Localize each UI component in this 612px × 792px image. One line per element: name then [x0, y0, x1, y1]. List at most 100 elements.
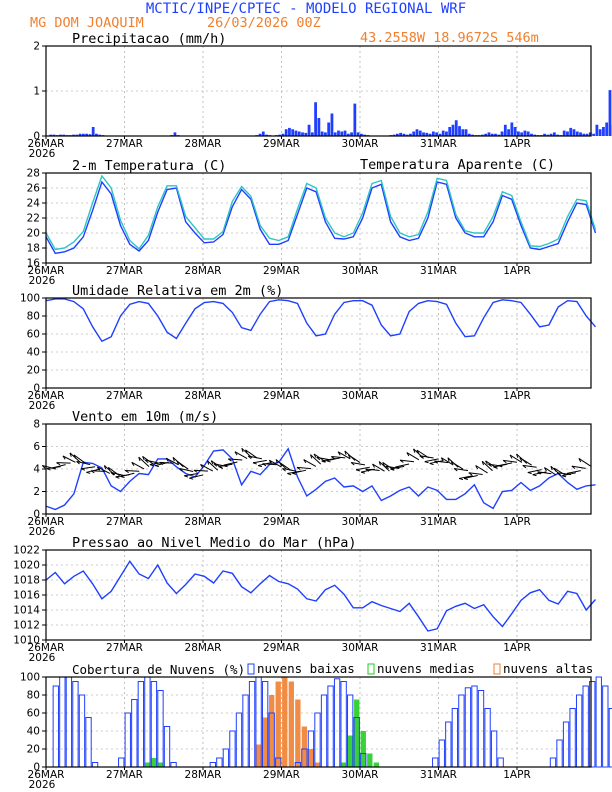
wind-arrow-head	[107, 467, 111, 472]
precip-bar	[517, 131, 520, 136]
wind-arrow-head	[282, 468, 286, 472]
precip-bar	[458, 126, 461, 136]
cloud-bar-nuvens-baixas	[438, 739, 445, 768]
series-line-2	[45, 174, 597, 251]
wind-arrow	[56, 462, 71, 464]
wind-arrow	[138, 456, 150, 467]
cloud-bar-nuvens-baixas	[445, 721, 452, 768]
x-tick-label: 1APR	[503, 138, 531, 150]
cloud-bar-nuvens-medias	[360, 731, 366, 767]
panel-frame	[45, 297, 592, 389]
wind-arrow	[125, 469, 140, 472]
wind-arrow-head	[200, 464, 204, 469]
precip-bar	[510, 122, 514, 136]
precip-bar	[585, 133, 589, 136]
cloud-bar-nuvens-baixas	[124, 712, 131, 768]
cloud-bar-nuvens-baixas	[144, 676, 151, 768]
cloud-bar-nuvens-altas	[288, 681, 294, 767]
precip-bar	[556, 134, 560, 136]
wind-arrow	[234, 451, 248, 459]
wind-arrow-head	[485, 460, 488, 465]
precip-bar	[471, 134, 474, 136]
y-tick-label: 0	[33, 762, 40, 774]
precip-bar	[464, 129, 468, 136]
wind-arrow	[200, 463, 214, 472]
cloud-bar-nuvens-baixas	[497, 757, 504, 768]
x-tick-label: 31MAR	[420, 642, 457, 654]
wind-arrow-head	[416, 449, 420, 454]
wind-arrow-head	[228, 458, 232, 462]
y-tick-label: 22	[27, 213, 40, 225]
x-tick-label: 29MAR	[263, 265, 300, 277]
panel-title: Cobertura de Nuvens (%)	[72, 662, 245, 677]
precip-bar	[317, 118, 321, 136]
precip-bar	[395, 133, 399, 136]
cloud-bar-nuvens-baixas	[432, 757, 439, 768]
precip-bar	[85, 133, 89, 136]
precip-bar	[320, 131, 324, 136]
precip-bar	[330, 113, 334, 136]
precip-bar	[566, 131, 569, 136]
precip-bar	[412, 131, 416, 136]
wind-arrow-head	[447, 457, 450, 462]
y-tick-label: 4	[33, 464, 40, 476]
wind-arrow	[159, 461, 174, 464]
wind-arrow-head	[463, 477, 469, 481]
x-tick-label: 28MAR	[185, 516, 222, 528]
precip-bar	[494, 133, 497, 136]
cloud-bar-nuvens-baixas	[85, 717, 92, 768]
wind-arrow	[326, 457, 341, 462]
precip-bar	[278, 134, 282, 136]
wind-arrow-head	[81, 468, 86, 471]
precip-bar	[451, 124, 455, 136]
wind-arrow-head	[56, 462, 61, 466]
precip-bar	[91, 127, 95, 136]
y-tick-label: 100	[20, 672, 40, 684]
precip-bar	[304, 132, 308, 136]
wind-arrow-head	[172, 457, 175, 462]
cloud-bar-nuvens-altas	[255, 744, 262, 767]
wind-arrow-head	[365, 468, 370, 472]
wind-arrow-head	[96, 466, 101, 471]
wind-arrow-head	[90, 470, 95, 474]
cloud-bar-nuvens-medias	[373, 762, 380, 767]
precip-bar	[340, 131, 344, 136]
wind-arrow	[434, 460, 449, 464]
y-tick-label: 1022	[13, 545, 40, 557]
cloud-bar-nuvens-baixas	[248, 681, 256, 768]
precip-bar	[327, 122, 331, 136]
x-tick-label: 26MAR	[28, 265, 65, 277]
precip-bar	[520, 132, 524, 136]
precip-bar	[546, 134, 550, 136]
precip-bar	[405, 134, 409, 136]
wind-arrow-head	[142, 456, 145, 461]
precip-bar	[88, 134, 92, 136]
precip-bar	[461, 129, 465, 136]
wind-arrow-head	[41, 465, 46, 469]
station-location: 43.2558W 18.9672S 546m	[360, 30, 539, 46]
cloud-bar-nuvens-baixas	[602, 685, 609, 768]
x-tick-label: 28MAR	[185, 138, 222, 150]
wind-arrow-head	[553, 467, 557, 472]
precip-bar	[75, 134, 79, 136]
y-tick-label: 40	[27, 726, 40, 738]
wind-arrow	[450, 461, 464, 470]
y-tick-label: 18	[27, 243, 40, 255]
precip-bar	[608, 90, 612, 136]
series-line-1	[45, 447, 596, 511]
wind-arrow	[355, 466, 370, 471]
x-tick-label: 30MAR	[342, 769, 379, 781]
precip-bar	[333, 132, 337, 136]
wind-arrow	[145, 459, 159, 464]
wind-arrow-head	[475, 465, 479, 470]
x-tick-label: 29MAR	[263, 138, 300, 150]
x-tick-label: 27MAR	[106, 390, 143, 402]
precip-bar	[301, 132, 304, 136]
precip-bar	[569, 127, 573, 136]
x-tick-label: 29MAR	[263, 516, 300, 528]
wind-arrow-head	[179, 468, 183, 472]
x-tick-label: 27MAR	[106, 642, 143, 654]
wind-arrow-head	[453, 468, 458, 472]
cloud-bar-nuvens-medias	[157, 762, 164, 767]
